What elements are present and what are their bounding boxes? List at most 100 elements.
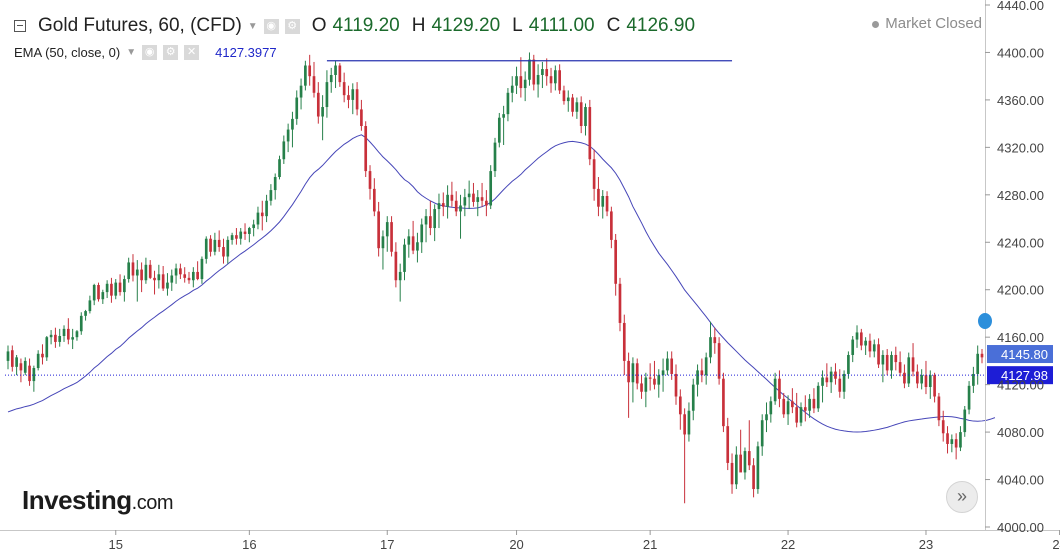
candle — [967, 381, 971, 415]
candle — [635, 358, 639, 390]
candle-body — [549, 76, 553, 84]
candle-body — [84, 311, 87, 316]
candle-body — [433, 209, 436, 229]
candle — [722, 372, 725, 433]
status-dot-icon — [872, 20, 880, 28]
candle-body — [299, 85, 303, 98]
candle — [54, 327, 57, 348]
candle — [778, 370, 781, 408]
open-label: O — [311, 15, 327, 36]
y-tick-label: 4040.00 — [997, 473, 1044, 488]
candle — [566, 90, 570, 112]
candle-body — [808, 398, 811, 411]
candle-body — [545, 69, 549, 77]
candle — [385, 216, 389, 252]
y-tick-label: 4280.00 — [997, 188, 1044, 203]
candle — [75, 330, 79, 341]
candle-body — [838, 378, 842, 392]
candle-body — [674, 373, 678, 397]
y-tick-label: 4160.00 — [997, 330, 1044, 345]
candle — [696, 364, 699, 397]
candle-body — [23, 360, 27, 373]
candle-body — [71, 337, 74, 340]
candle — [812, 388, 816, 414]
candle-body — [161, 274, 165, 289]
candle-body — [778, 378, 781, 399]
candle — [71, 328, 74, 350]
gear-icon[interactable]: ⚙ — [284, 18, 300, 34]
candle — [765, 402, 768, 433]
candle-body — [739, 454, 742, 473]
candle — [463, 188, 467, 217]
candle — [829, 366, 833, 393]
collapse-legend-icon[interactable] — [14, 20, 26, 32]
eye-icon[interactable]: ◉ — [263, 18, 279, 34]
candle — [950, 434, 954, 453]
candle — [954, 433, 958, 460]
chevron-down-icon[interactable]: ▼ — [247, 20, 258, 32]
candle-body — [959, 432, 962, 448]
candle-body — [463, 197, 467, 206]
candle-body — [622, 322, 626, 361]
candle — [959, 426, 962, 452]
candle-body — [885, 354, 889, 371]
candle-body — [855, 332, 859, 340]
candle-body — [747, 451, 751, 466]
candle-body — [916, 371, 919, 384]
candle-body — [286, 129, 290, 142]
candle-body — [795, 407, 799, 423]
candle — [450, 181, 454, 207]
chevron-down-icon[interactable]: ▼ — [126, 47, 137, 58]
candle — [704, 352, 708, 385]
candle — [795, 392, 799, 428]
candle — [502, 105, 505, 145]
candle-body — [872, 344, 876, 352]
candle — [597, 177, 600, 217]
candle — [640, 375, 643, 399]
candle — [243, 223, 247, 240]
close-icon[interactable]: ✕ — [184, 45, 200, 60]
candle — [161, 266, 165, 291]
close-value: 4126.90 — [626, 15, 696, 36]
candle-body — [950, 439, 954, 444]
x-tick-label: 17 — [380, 537, 394, 552]
candle-body — [709, 337, 712, 358]
scroll-to-realtime-button[interactable]: » — [946, 481, 978, 513]
candle — [601, 190, 605, 219]
candle — [191, 267, 195, 288]
candle — [140, 262, 143, 293]
market-status-text: Market Closed — [885, 15, 982, 32]
candle-body — [6, 351, 10, 361]
candle — [92, 283, 96, 306]
candle-body — [730, 462, 734, 485]
candle-body — [235, 235, 238, 239]
symbol-title[interactable]: Gold Futures, 60, (CFD) — [38, 15, 242, 36]
candle — [411, 220, 415, 255]
candle-body — [907, 357, 911, 384]
last-price-badge: 4145.80 — [987, 345, 1053, 364]
y-tick-label: 4080.00 — [997, 425, 1044, 440]
alert-marker-icon[interactable] — [978, 313, 992, 329]
ema-indicator-label[interactable]: EMA (50, close, 0) — [14, 45, 121, 60]
candle — [821, 370, 824, 403]
gear-icon[interactable]: ⚙ — [163, 45, 179, 60]
candle — [769, 396, 773, 423]
candle — [170, 269, 174, 291]
candle — [700, 358, 704, 383]
candle-body — [786, 401, 790, 415]
candle — [877, 338, 880, 369]
candle — [541, 61, 544, 89]
candle-body — [54, 334, 57, 342]
candle — [592, 149, 596, 201]
candle — [131, 254, 135, 282]
candle-body — [821, 377, 824, 386]
candle — [834, 363, 837, 385]
candle — [885, 349, 889, 376]
logo-suffix: .com — [131, 492, 174, 514]
candle — [972, 366, 975, 393]
eye-icon[interactable]: ◉ — [142, 45, 158, 60]
candle — [916, 364, 919, 389]
candle-body — [217, 239, 221, 248]
candle — [890, 351, 893, 379]
